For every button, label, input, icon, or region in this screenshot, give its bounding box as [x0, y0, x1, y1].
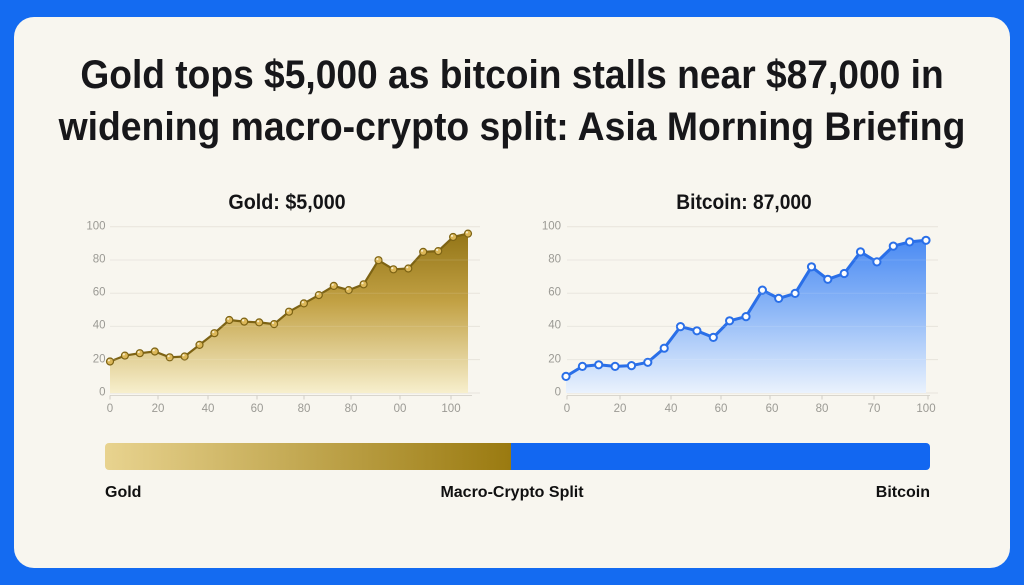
svg-text:20: 20 — [614, 403, 627, 415]
svg-text:20: 20 — [152, 403, 165, 415]
svg-text:80: 80 — [298, 403, 311, 415]
svg-text:100: 100 — [916, 403, 935, 415]
svg-text:70: 70 — [868, 403, 881, 415]
svg-text:00: 00 — [394, 403, 407, 415]
svg-text:0: 0 — [555, 387, 561, 399]
svg-text:0: 0 — [107, 403, 113, 415]
svg-text:60: 60 — [715, 403, 728, 415]
svg-text:0: 0 — [564, 403, 570, 415]
svg-text:Gold: $5,000: Gold: $5,000 — [228, 191, 345, 214]
svg-text:80: 80 — [548, 254, 561, 266]
svg-text:80: 80 — [345, 403, 358, 415]
svg-text:80: 80 — [93, 254, 106, 266]
svg-text:20: 20 — [93, 354, 106, 366]
svg-text:60: 60 — [93, 287, 106, 299]
svg-text:60: 60 — [548, 287, 561, 299]
svg-text:100: 100 — [86, 221, 105, 233]
svg-text:20: 20 — [548, 354, 561, 366]
svg-text:40: 40 — [548, 320, 561, 332]
svg-text:0: 0 — [99, 387, 105, 399]
svg-text:40: 40 — [93, 320, 106, 332]
svg-text:60: 60 — [251, 403, 264, 415]
svg-text:40: 40 — [665, 403, 678, 415]
svg-text:80: 80 — [816, 403, 829, 415]
svg-text:40: 40 — [202, 403, 215, 415]
svg-text:60: 60 — [766, 403, 779, 415]
svg-text:100: 100 — [441, 403, 460, 415]
svg-text:Bitcoin: 87,000: Bitcoin: 87,000 — [676, 191, 811, 214]
svg-text:100: 100 — [542, 221, 561, 233]
